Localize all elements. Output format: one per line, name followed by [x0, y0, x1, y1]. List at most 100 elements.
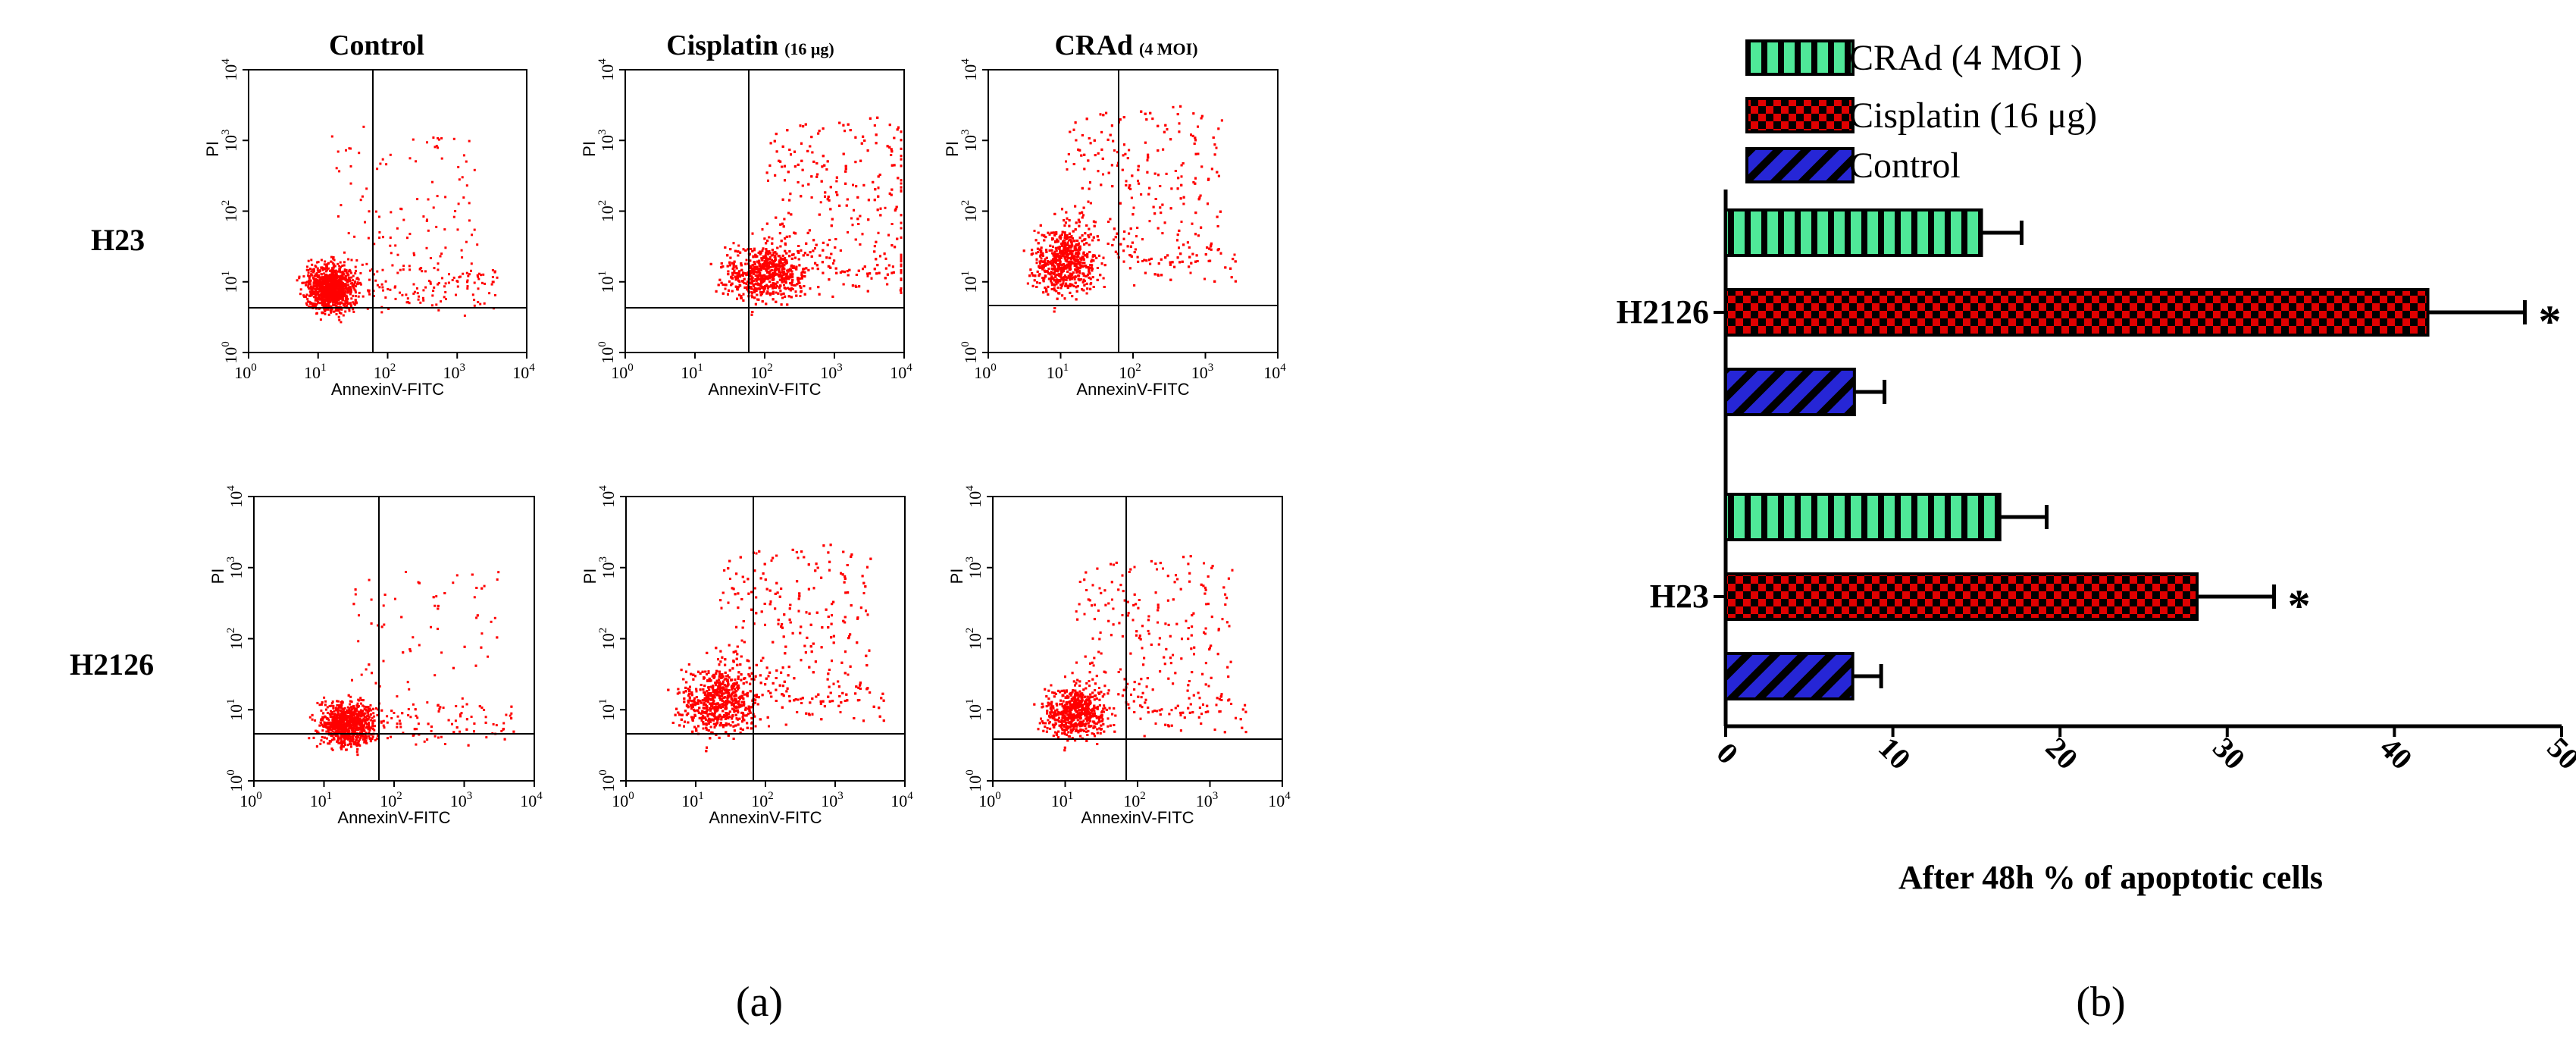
col-title-control: Control — [329, 30, 424, 61]
x-tick-label: 104 — [1268, 790, 1291, 810]
y-tick-label: 102 — [959, 200, 980, 223]
x-tick-label: 102 — [1123, 790, 1146, 810]
y-tick-label: 101 — [596, 271, 617, 293]
event-dots — [1033, 555, 1247, 752]
y-axis-title: PI — [580, 141, 599, 157]
legend-label-control: Control — [1849, 146, 1961, 186]
event-dots — [667, 544, 885, 753]
x-tick-label: 102 — [380, 790, 402, 810]
bar-h2126-control — [1724, 368, 1856, 416]
row-label-h2126: H2126 — [70, 647, 154, 682]
y-tick-label: 100 — [596, 341, 617, 364]
col-title-cisplatin: Cisplatin (16 μg) — [666, 30, 834, 61]
x-tick-label: 20 — [2039, 730, 2085, 776]
x-tick-label: 100 — [612, 790, 634, 810]
panel-b-bar-chart: CRAd (4 MOI ) Cisplatin (16 μg) Control 0 1… — [1617, 38, 2576, 1026]
bar-h2126-cisplatin — [1724, 288, 2430, 337]
panel-a-label: (a) — [736, 979, 783, 1026]
x-tick-label: 30 — [2206, 730, 2252, 776]
event-dots — [308, 571, 515, 757]
significance-star: * — [2288, 581, 2311, 631]
y-tick-label: 103 — [597, 556, 618, 579]
scatter-plot-grid: 100100101101102102103103104104AnnexinV-F… — [203, 58, 1291, 827]
x-axis-title: AnnexinV-FITC — [1076, 380, 1189, 399]
x-tick-label: 101 — [1047, 362, 1069, 382]
y-tick-label: 103 — [964, 556, 984, 579]
x-tick-label: 100 — [978, 790, 1001, 810]
plot-frame — [248, 69, 527, 353]
y-tick-label: 100 — [959, 341, 980, 364]
bar-h23-control — [1724, 652, 1855, 700]
col-title-crad: CRAd (4 MOI) — [1054, 30, 1197, 61]
x-tick-label: 101 — [681, 362, 703, 382]
y-tick-label: 101 — [225, 699, 246, 722]
y-tick-label: 103 — [225, 556, 246, 579]
x-tick-label: 104 — [520, 790, 543, 810]
x-tick-label: 104 — [890, 362, 912, 382]
y-tick-label: 102 — [964, 628, 984, 650]
y-tick-label: 104 — [596, 58, 617, 81]
significance-star: * — [2538, 296, 2561, 346]
y-tick-label: 103 — [220, 130, 240, 152]
y-tick-label: 103 — [959, 130, 980, 152]
plot-frame — [624, 69, 905, 353]
y-tick-label: 104 — [959, 58, 980, 81]
y-axis-title: PI — [947, 569, 966, 584]
x-tick-label: 10 — [1872, 730, 1917, 776]
y-tick-label: 104 — [220, 58, 240, 81]
plot-frame — [625, 496, 906, 782]
bar-h23-cisplatin — [1724, 572, 2199, 621]
x-tick-label: 103 — [820, 362, 843, 382]
y-tick-label: 100 — [225, 769, 246, 792]
bar-chart-area: 0 10 20 30 40 50 H2126 * H23 * — [1617, 190, 2576, 776]
y-axis-title: PI — [208, 569, 227, 584]
y-tick-label: 102 — [225, 628, 246, 650]
x-tick-label: 50 — [2540, 730, 2576, 776]
event-dots — [296, 125, 499, 324]
y-tick-label: 100 — [220, 341, 240, 364]
panel-b-label: (b) — [2076, 979, 2125, 1026]
plot-frame — [992, 496, 1283, 782]
category-label-h23: H23 — [1650, 578, 1709, 615]
y-tick-label: 104 — [225, 485, 246, 508]
bar-h2126-crad — [1724, 208, 1983, 257]
y-axis-title: PI — [943, 141, 962, 157]
x-axis-title: AnnexinV-FITC — [331, 380, 444, 399]
y-tick-label: 104 — [964, 485, 984, 508]
legend-label-cisplatin: Cisplatin (16 μg) — [1849, 96, 2097, 136]
legend-swatch-cisplatin — [1745, 97, 1855, 133]
x-tick-label: 103 — [1196, 790, 1219, 810]
y-axis-title: PI — [203, 141, 222, 157]
x-tick-label: 102 — [751, 790, 774, 810]
y-tick-label: 104 — [597, 485, 618, 508]
y-tick-label: 103 — [596, 130, 617, 152]
x-axis-title: AnnexinV-FITC — [709, 808, 822, 827]
x-tick-label: 102 — [1119, 362, 1141, 382]
x-tick-label: 104 — [890, 790, 913, 810]
y-tick-label: 101 — [959, 271, 980, 293]
legend-label-crad: CRAd (4 MOI ) — [1849, 38, 2083, 78]
plot-frame — [253, 496, 535, 782]
x-tick-label: 102 — [374, 362, 396, 382]
x-axis-title: AnnexinV-FITC — [337, 808, 450, 827]
y-tick-label: 100 — [597, 769, 618, 792]
y-tick-label: 101 — [964, 699, 984, 722]
x-tick-label: 0 — [1710, 736, 1745, 771]
plot-frame — [988, 69, 1279, 353]
y-tick-label: 101 — [597, 699, 618, 722]
y-tick-label: 102 — [220, 200, 240, 223]
legend-swatch-crad — [1745, 39, 1855, 76]
x-tick-label: 101 — [304, 362, 327, 382]
y-tick-label: 101 — [220, 271, 240, 293]
y-axis-title: PI — [581, 569, 599, 584]
x-tick-label: 100 — [239, 790, 262, 810]
y-tick-label: 102 — [597, 628, 618, 650]
x-tick-label: 100 — [974, 362, 997, 382]
x-tick-label: 103 — [821, 790, 844, 810]
x-tick-label: 103 — [443, 362, 466, 382]
